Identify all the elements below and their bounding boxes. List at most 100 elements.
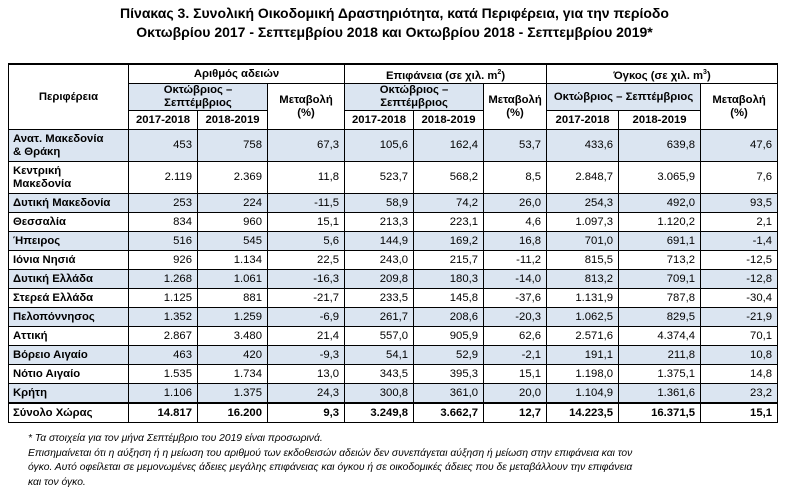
region-name-line-2: & Θράκη xyxy=(13,145,61,158)
permits-change: 15,1 xyxy=(266,212,346,232)
header-volume-sup: 3 xyxy=(703,68,707,76)
total-permits-2018-2019: 16.200 xyxy=(197,402,268,423)
volume-2017-2018: 815,5 xyxy=(546,250,620,270)
header-permits-y2: 2018-2019 xyxy=(197,110,268,130)
permits-2017-2018: 253 xyxy=(128,193,198,213)
table-row: Θεσσαλία 834 960 15,1 213,3 223,1 4,6 1.… xyxy=(8,212,779,232)
area-2018-2019: 568,2 xyxy=(413,161,485,194)
area-2017-2018: 144,9 xyxy=(344,231,415,251)
permits-2017-2018: 2.119 xyxy=(128,161,198,194)
table-row: Νότιο Αιγαίο 1.535 1.734 13,0 343,5 395,… xyxy=(8,364,779,384)
table-row: Στερεά Ελλάδα 1.125 881 -21,7 233,5 145,… xyxy=(8,288,779,308)
header-area-y2: 2018-2019 xyxy=(413,110,485,130)
volume-2018-2019: 713,2 xyxy=(618,250,702,270)
volume-change: 10,8 xyxy=(700,345,779,365)
area-2017-2018: 523,7 xyxy=(344,161,415,194)
region-name: Βόρειο Αιγαίο xyxy=(8,345,129,365)
permits-2018-2019: 881 xyxy=(197,288,268,308)
region-name: Ιόνια Νησιά xyxy=(8,250,129,270)
volume-change: 14,8 xyxy=(700,364,779,384)
total-area-2017-2018: 3.249,8 xyxy=(344,402,415,423)
table-row: Βόρειο Αιγαίο 463 420 -9,3 54,1 52,9 -2,… xyxy=(8,345,779,365)
area-2018-2019: 361,0 xyxy=(413,383,485,404)
table-row: Ήπειρος 516 545 5,6 144,9 169,2 16,8 701… xyxy=(8,231,779,251)
volume-change: 93,5 xyxy=(700,193,779,213)
title-line-2: Οκτωβρίου 2017 - Σεπτεμβρίου 2018 και Οκ… xyxy=(136,24,653,40)
total-area-change: 12,7 xyxy=(483,402,548,423)
volume-2017-2018: 2.571,6 xyxy=(546,326,620,346)
volume-2017-2018: 433,6 xyxy=(546,129,620,162)
volume-2018-2019: 1.120,2 xyxy=(618,212,702,232)
permits-change: -9,3 xyxy=(266,345,346,365)
data-table-wrapper: Περιφέρεια Αριθμός αδειών Επιφάνεια (σε … xyxy=(8,63,779,423)
area-2018-2019: 162,4 xyxy=(413,129,485,162)
footnote-line-2: Επισημαίνεται ότι η αύξηση ή η μείωση το… xyxy=(28,447,633,459)
volume-2018-2019: 4.374,4 xyxy=(618,326,702,346)
area-2017-2018: 557,0 xyxy=(344,326,415,346)
permits-2018-2019: 1.734 xyxy=(197,364,268,384)
table-row: Δυτική Ελλάδα 1.268 1.061 -16,3 209,8 18… xyxy=(8,269,779,289)
area-2018-2019: 223,1 xyxy=(413,212,485,232)
volume-2018-2019: 691,1 xyxy=(618,231,702,251)
permits-change: -16,3 xyxy=(266,269,346,289)
volume-2018-2019: 492,0 xyxy=(618,193,702,213)
volume-change: -21,9 xyxy=(700,307,779,327)
volume-2017-2018: 813,2 xyxy=(546,269,620,289)
permits-change: -21,7 xyxy=(266,288,346,308)
region-name: Πελοπόννησος xyxy=(8,307,129,327)
permits-2018-2019: 2.369 xyxy=(197,161,268,194)
area-2017-2018: 233,5 xyxy=(344,288,415,308)
table-row: Ιόνια Νησιά 926 1.134 22,5 243,0 215,7 -… xyxy=(8,250,779,270)
area-2018-2019: 145,8 xyxy=(413,288,485,308)
permits-2017-2018: 1.268 xyxy=(128,269,198,289)
total-row: Σύνολο Χώρας 14.817 16.200 9,3 3.249,8 3… xyxy=(8,402,779,423)
footnote-line-3: όγκο. Αυτό οφείλεται σε μεμονωμένες άδει… xyxy=(28,462,633,474)
area-2017-2018: 54,1 xyxy=(344,345,415,365)
header-permits: Αριθμός αδειών xyxy=(127,63,346,84)
volume-change: 70,1 xyxy=(700,326,779,346)
volume-2018-2019: 1.375,1 xyxy=(618,364,702,384)
volume-2017-2018: 191,1 xyxy=(546,345,620,365)
volume-2017-2018: 1.198,0 xyxy=(546,364,620,384)
table-row: Αττική 2.867 3.480 21,4 557,0 905,9 62,6… xyxy=(8,326,779,346)
permits-2017-2018: 1.352 xyxy=(128,307,198,327)
permits-change: 13,0 xyxy=(266,364,346,384)
permits-2018-2019: 224 xyxy=(197,193,268,213)
footnote-line-1: * Τα στοιχεία για τον μήνα Σεπτέμβριο το… xyxy=(28,433,323,444)
permits-2017-2018: 1.106 xyxy=(128,383,198,404)
area-2017-2018: 209,8 xyxy=(344,269,415,289)
volume-2018-2019: 3.065,9 xyxy=(618,161,702,194)
permits-change: -6,9 xyxy=(266,307,346,327)
region-name: Ανατ. Μακεδονία & Θράκη xyxy=(8,129,129,162)
area-2018-2019: 180,3 xyxy=(413,269,485,289)
region-name: Νότιο Αιγαίο xyxy=(8,364,129,384)
permits-change: 22,5 xyxy=(266,250,346,270)
area-2017-2018: 261,7 xyxy=(344,307,415,327)
header-permits-y1: 2017-2018 xyxy=(128,110,198,130)
table-title: Πίνακας 3. Συνολική Οικοδομική Δραστηριό… xyxy=(0,0,789,42)
area-2018-2019: 74,2 xyxy=(413,193,485,213)
total-permits-change: 9,3 xyxy=(266,402,346,423)
permits-2017-2018: 926 xyxy=(128,250,198,270)
permits-2018-2019: 1.061 xyxy=(197,269,268,289)
header-volume-y2: 2018-2019 xyxy=(618,110,702,130)
volume-2018-2019: 639,8 xyxy=(618,129,702,162)
volume-change: -12,5 xyxy=(700,250,779,270)
permits-2018-2019: 1.375 xyxy=(197,383,268,404)
footnote-line-4: και τον όγκο. xyxy=(28,476,86,488)
volume-2017-2018: 1.097,3 xyxy=(546,212,620,232)
permits-change: 24,3 xyxy=(266,383,346,404)
area-2018-2019: 215,7 xyxy=(413,250,485,270)
permits-change: 67,3 xyxy=(266,129,346,162)
area-2017-2018: 243,0 xyxy=(344,250,415,270)
region-name: Δυτική Ελλάδα xyxy=(8,269,129,289)
area-change: -37,6 xyxy=(483,288,548,308)
permits-2018-2019: 758 xyxy=(197,129,268,162)
region-name: Αττική xyxy=(8,326,129,346)
region-name-line-1: Κεντρική xyxy=(13,164,62,177)
header-volume-change-pct: (%) xyxy=(730,106,748,119)
area-change: 15,1 xyxy=(483,364,548,384)
footnote: * Τα στοιχεία για τον μήνα Σεπτέμβριο το… xyxy=(28,432,768,490)
area-change: 8,5 xyxy=(483,161,548,194)
data-table: Περιφέρεια Αριθμός αδειών Επιφάνεια (σε … xyxy=(8,63,779,423)
